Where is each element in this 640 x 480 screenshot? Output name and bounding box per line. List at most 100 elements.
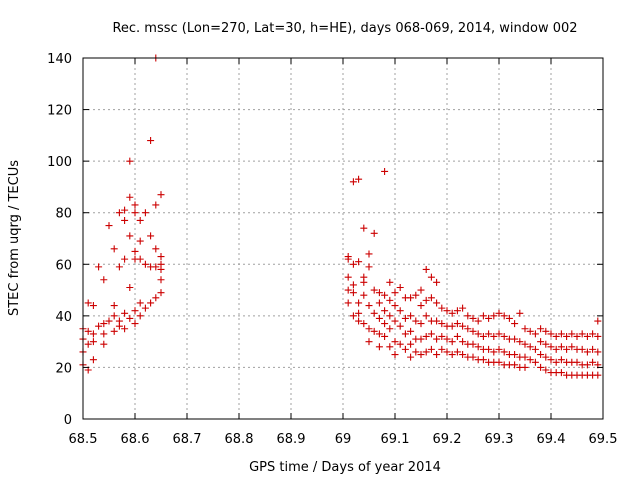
y-tick-label: 20 — [55, 361, 72, 376]
data-point — [474, 330, 482, 338]
data-point — [479, 332, 487, 340]
data-point — [89, 302, 97, 310]
data-point — [100, 320, 108, 328]
x-tick-label: 68.7 — [173, 432, 202, 447]
data-point — [136, 237, 144, 245]
data-point — [438, 304, 446, 312]
data-point — [375, 343, 383, 351]
data-point — [511, 335, 519, 343]
data-point — [438, 332, 446, 340]
data-point — [355, 299, 363, 307]
data-point — [147, 232, 155, 240]
data-point — [121, 255, 129, 263]
data-point — [448, 338, 456, 346]
data-point — [407, 312, 415, 320]
y-tick-label: 100 — [47, 155, 72, 170]
data-point — [365, 302, 373, 310]
data-point — [147, 137, 155, 145]
data-point — [152, 201, 160, 209]
data-point — [355, 309, 363, 317]
data-point — [552, 332, 560, 340]
data-point — [511, 361, 519, 369]
data-point — [152, 245, 160, 253]
data-point — [557, 343, 565, 351]
data-point — [360, 224, 368, 232]
data-point — [474, 343, 482, 351]
data-point — [89, 356, 97, 364]
data-point — [505, 314, 513, 322]
data-point — [95, 263, 103, 271]
data-point — [131, 307, 139, 315]
data-point — [417, 351, 425, 359]
x-axis-label: GPS time / Days of year 2014 — [249, 460, 441, 475]
data-point — [365, 338, 373, 346]
data-point — [427, 294, 435, 302]
data-point — [495, 330, 503, 338]
data-point — [157, 191, 165, 199]
data-point — [433, 299, 441, 307]
data-point — [427, 345, 435, 353]
data-point — [157, 260, 165, 268]
data-point — [126, 193, 134, 201]
data-point — [115, 209, 123, 217]
data-point — [427, 273, 435, 281]
data-point — [573, 332, 581, 340]
data-point — [526, 343, 534, 351]
data-point — [412, 317, 420, 325]
data-point — [396, 340, 404, 348]
data-point — [381, 320, 389, 328]
data-point — [594, 348, 602, 356]
x-tick-label: 68.6 — [121, 432, 150, 447]
y-axis-label: STEC from uqrg / TECUs — [7, 160, 22, 316]
data-point — [537, 363, 545, 371]
data-point — [453, 332, 461, 340]
data-point — [365, 263, 373, 271]
data-point — [578, 330, 586, 338]
data-point — [490, 312, 498, 320]
data-point — [589, 345, 597, 353]
data-point — [84, 340, 92, 348]
data-point — [344, 299, 352, 307]
data-point — [412, 348, 420, 356]
data-point — [500, 348, 508, 356]
data-point — [126, 232, 134, 240]
data-point — [381, 307, 389, 315]
data-point — [386, 312, 394, 320]
data-point — [583, 361, 591, 369]
data-point — [391, 351, 399, 359]
data-point — [583, 348, 591, 356]
data-point — [391, 289, 399, 297]
data-point — [427, 330, 435, 338]
grid-lines — [83, 58, 603, 419]
data-point — [365, 325, 373, 333]
data-point — [401, 314, 409, 322]
x-tick-label: 69 — [335, 432, 352, 447]
data-point — [594, 371, 602, 379]
data-point — [526, 327, 534, 335]
data-point — [121, 325, 129, 333]
data-point — [479, 312, 487, 320]
y-tick-label: 0 — [64, 413, 72, 428]
data-point — [375, 314, 383, 322]
data-point — [485, 314, 493, 322]
data-point — [349, 178, 357, 186]
data-point — [542, 327, 550, 335]
data-point — [84, 299, 92, 307]
data-point — [115, 263, 123, 271]
data-point — [105, 222, 113, 230]
data-point — [495, 345, 503, 353]
data-point — [453, 348, 461, 356]
data-point — [537, 338, 545, 346]
data-point — [443, 335, 451, 343]
data-point — [469, 327, 477, 335]
data-point — [344, 273, 352, 281]
data-point — [589, 330, 597, 338]
data-point — [95, 322, 103, 330]
data-point — [396, 307, 404, 315]
data-point — [349, 312, 357, 320]
data-point — [521, 325, 529, 333]
data-point — [537, 325, 545, 333]
data-point — [511, 320, 519, 328]
data-point — [365, 250, 373, 258]
data-point — [521, 340, 529, 348]
